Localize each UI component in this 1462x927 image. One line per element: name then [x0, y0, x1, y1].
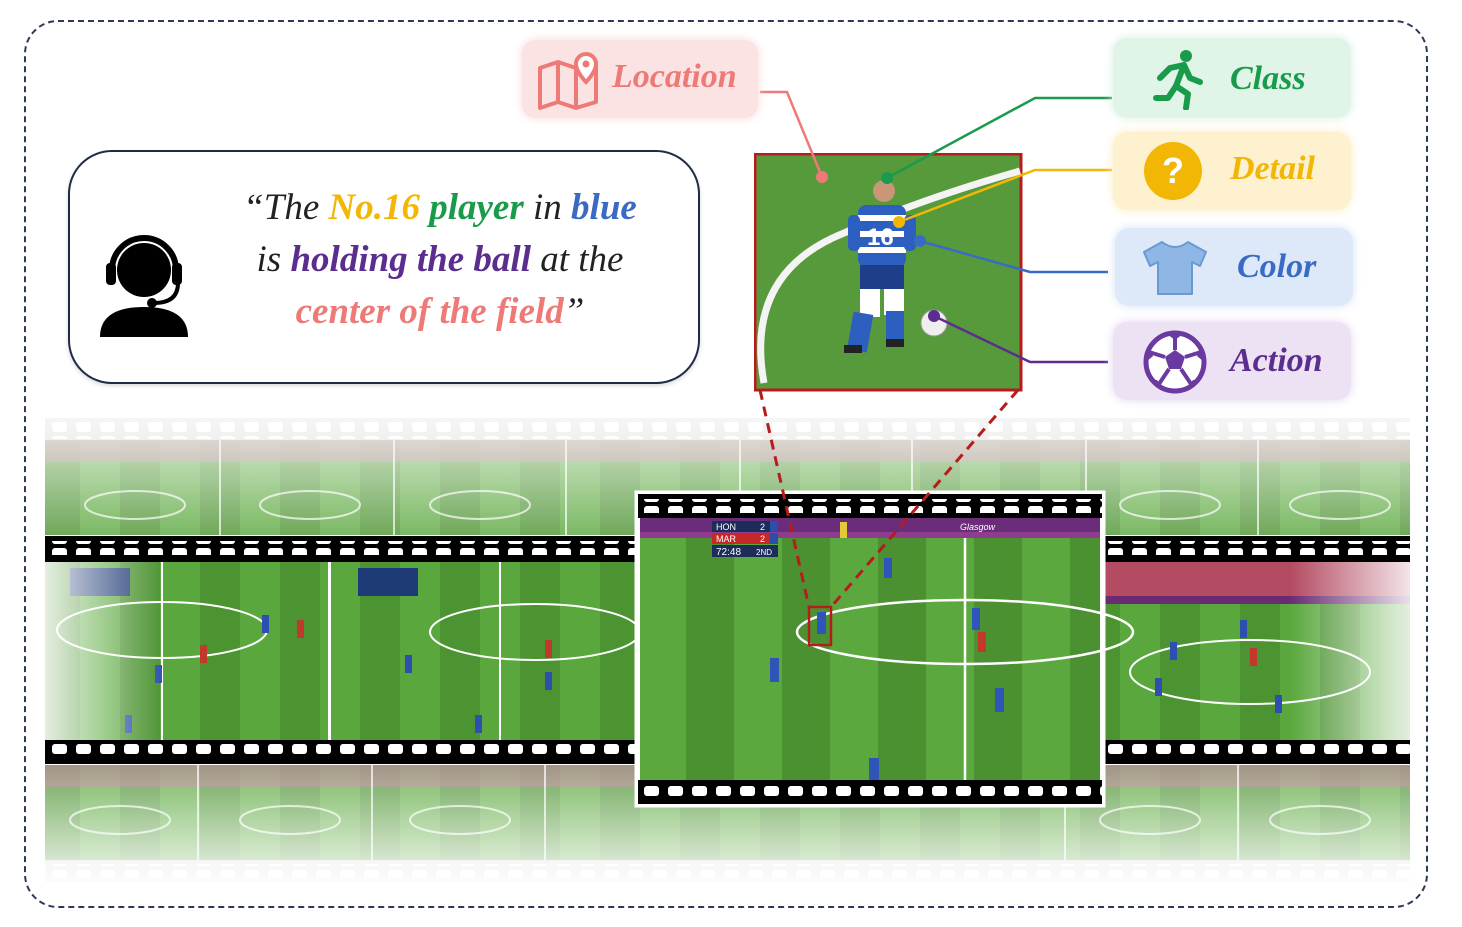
- class-label: Class: [1230, 60, 1306, 97]
- match-clock: 72:48: [716, 547, 741, 558]
- detail-label: Detail: [1230, 150, 1315, 187]
- soccer-ball-icon: [1143, 330, 1207, 394]
- quote-number: No.16: [328, 187, 420, 228]
- map-pin-icon: [538, 51, 599, 110]
- dashed-frame: [24, 20, 1428, 908]
- match-period: 2ND: [756, 548, 772, 557]
- action-connector: [933, 314, 1108, 364]
- action-label: Action: [1230, 342, 1323, 379]
- players: [770, 522, 1004, 780]
- running-person-icon: [1153, 50, 1203, 110]
- color-tag: [1115, 228, 1353, 306]
- scoreboard: HON 2 MAR 2 72:48 2ND: [712, 521, 778, 558]
- quote-player: player: [429, 187, 524, 228]
- quote-at: at the: [531, 239, 624, 280]
- quote-blue: blue: [571, 187, 637, 228]
- team-2: MAR: [716, 534, 737, 544]
- quote-is: is: [256, 239, 291, 280]
- color-label: Color: [1237, 248, 1317, 285]
- zoom-line-right: [829, 389, 1020, 608]
- quote-in: in: [523, 187, 572, 228]
- stadium-banner: Glasgow: [960, 522, 996, 532]
- quote-close: ”: [563, 291, 585, 332]
- quote-open: “The: [243, 187, 329, 228]
- class-tag: [1113, 38, 1351, 118]
- color-connector: [919, 239, 1108, 274]
- score-2: 2: [760, 534, 765, 544]
- class-connector: [886, 96, 1112, 180]
- location-connector: [760, 90, 824, 178]
- question-mark-icon: ?: [1144, 142, 1202, 200]
- quote-action: holding the ball: [290, 239, 531, 280]
- team-1: HON: [716, 522, 736, 532]
- zoomed-player: 16: [844, 180, 916, 353]
- jersey-number: 16: [867, 224, 894, 251]
- tshirt-icon: [1143, 241, 1207, 295]
- headset-user-icon: [100, 235, 188, 337]
- score-1: 2: [760, 522, 765, 532]
- quote-location: center of the field: [295, 291, 564, 332]
- target-box: [807, 605, 833, 647]
- location-label: Location: [612, 58, 737, 95]
- svg-text:?: ?: [1162, 150, 1184, 191]
- query-text: “The No.16 player in blue is holding the…: [190, 182, 690, 338]
- detail-connector: [898, 168, 1112, 224]
- zoom-line-left: [758, 389, 811, 608]
